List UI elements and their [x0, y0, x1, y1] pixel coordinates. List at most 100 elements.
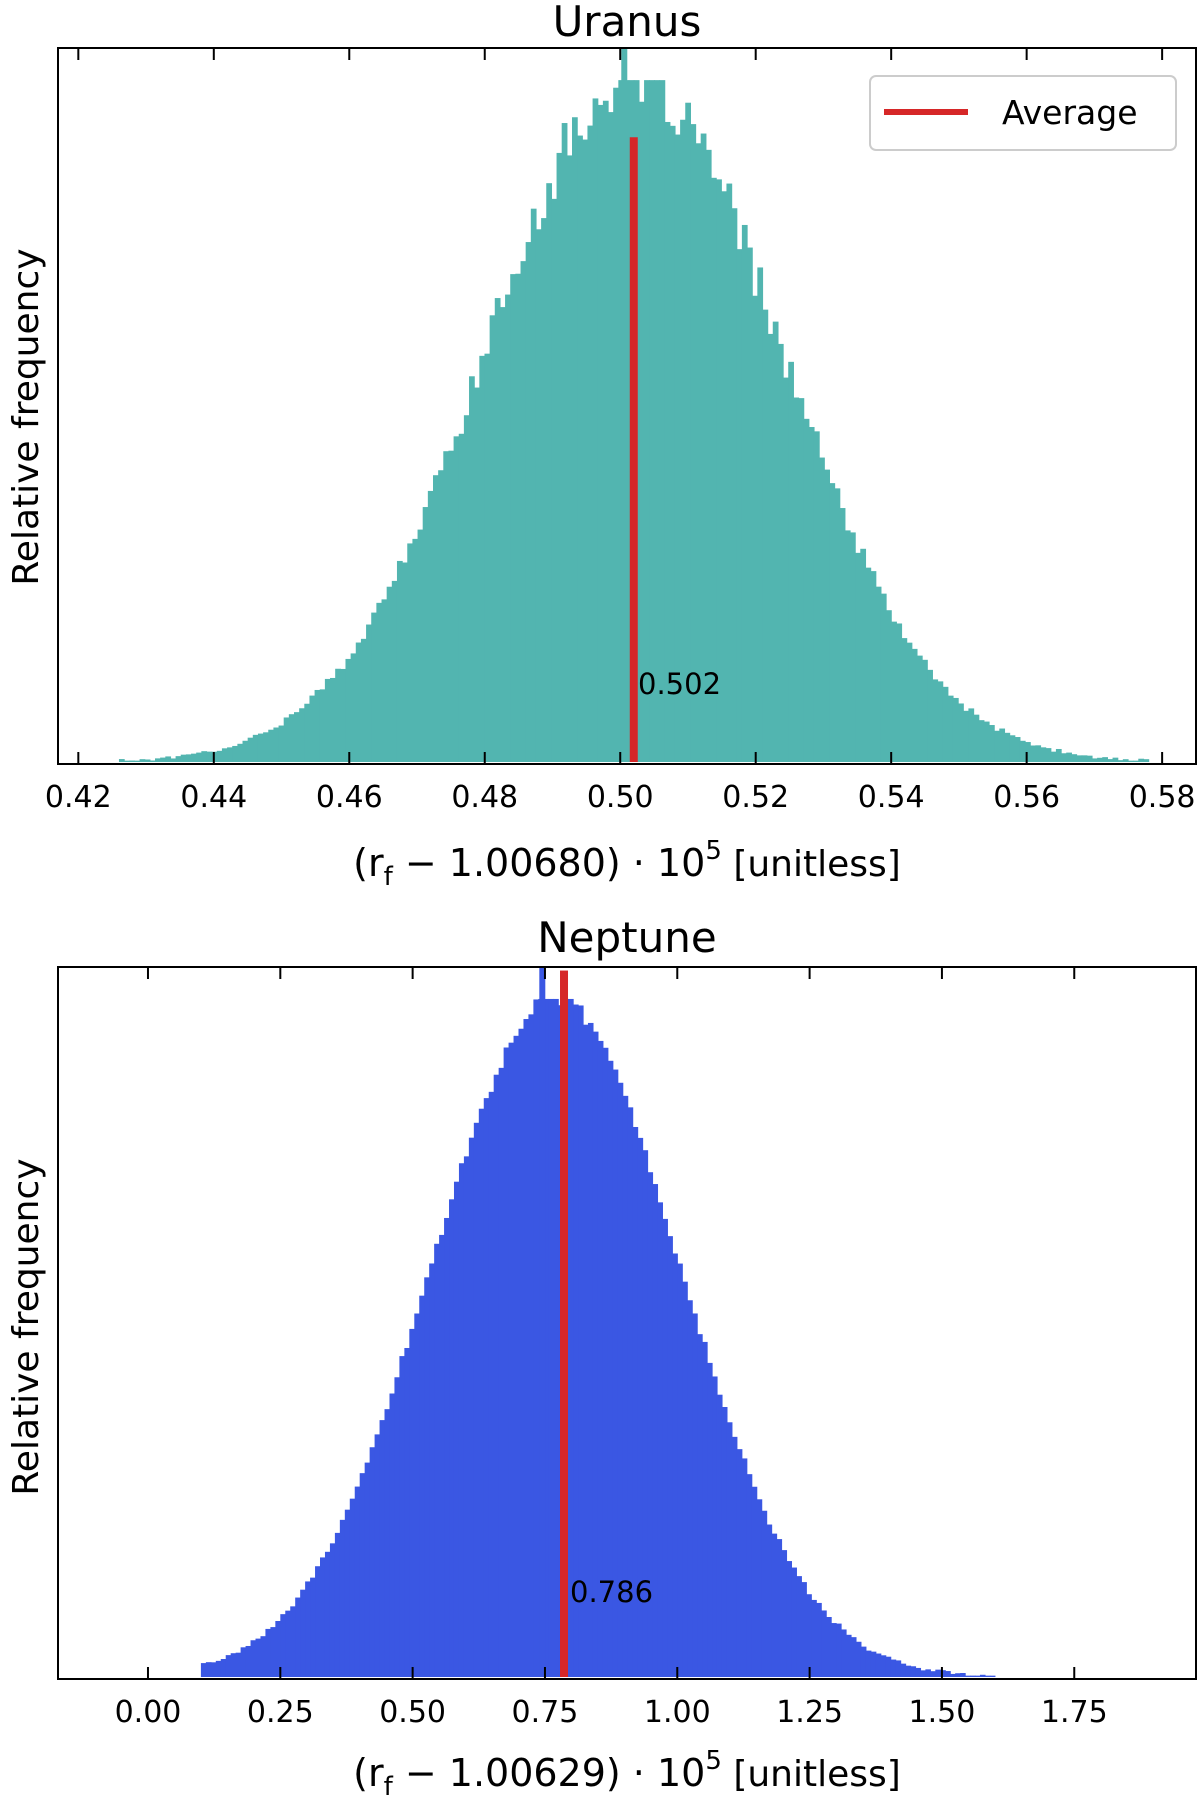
xlabel-part-2: − 1.00680) · 10 — [393, 841, 706, 885]
histogram-bar — [422, 507, 429, 762]
histogram-bar — [424, 1277, 430, 1677]
legend-box — [869, 75, 1177, 151]
histogram-bar — [973, 714, 980, 762]
histogram-bar — [788, 361, 794, 762]
histogram-bar — [118, 759, 125, 762]
histogram-bar — [1050, 751, 1057, 762]
histogram-bar — [149, 760, 156, 762]
histogram-bar — [237, 743, 244, 762]
histogram-bar — [705, 149, 712, 763]
histogram-bar — [427, 490, 434, 762]
histogram-bar — [781, 1550, 788, 1677]
histogram-bar — [592, 1031, 599, 1677]
histogram-bar — [906, 642, 913, 762]
histogram-bar — [824, 469, 830, 762]
histogram-bar — [280, 1614, 286, 1677]
histogram-bar — [649, 80, 655, 762]
histogram-bar — [533, 999, 539, 1677]
x-tick-label: 1.75 — [1041, 1695, 1108, 1730]
histogram-bar — [697, 1334, 703, 1677]
histogram-bar — [798, 398, 805, 762]
histogram-bar — [587, 1022, 594, 1677]
histogram-bar — [945, 1671, 951, 1677]
histogram-bar — [915, 1667, 922, 1677]
histogram-peak-bar — [539, 968, 546, 1677]
histogram-bar — [449, 1199, 455, 1677]
histogram-bar — [371, 612, 377, 762]
histogram-bar — [402, 562, 408, 762]
chart-title: Uranus — [553, 0, 702, 46]
histogram-bar — [376, 602, 383, 762]
histogram-bar — [458, 433, 465, 762]
uranus-panel: Uranus Relative frequency 0.42 0.44 0.46 0.… — [6, 0, 1197, 892]
histogram-bar — [870, 1651, 877, 1677]
histogram-bar — [819, 457, 825, 762]
histogram-bar — [215, 1660, 222, 1677]
x-ticks: 0.42 0.44 0.46 0.48 0.50 0.52 0.54 0.56 0.58 — [45, 48, 1196, 815]
histogram-bar — [682, 1281, 688, 1677]
histogram-bar — [305, 1581, 311, 1677]
x-tick-label: 0.58 — [1129, 780, 1196, 815]
histogram-bars — [118, 49, 1150, 763]
x-tick-label: 0.25 — [247, 1695, 314, 1730]
histogram-bar — [180, 754, 187, 762]
histogram-bar — [285, 1610, 291, 1677]
histogram-bar — [747, 247, 753, 763]
histogram-bar — [227, 747, 233, 762]
histogram-bar — [975, 1675, 981, 1677]
histogram-bar — [1061, 753, 1067, 762]
histogram-bar — [444, 1217, 450, 1677]
histogram-bar — [339, 1519, 346, 1677]
histogram-bar — [499, 307, 506, 762]
histogram-bar — [777, 343, 784, 762]
histogram-bar — [1066, 752, 1072, 762]
histogram-bar — [680, 119, 686, 762]
histogram-bar — [1045, 748, 1052, 762]
histogram-bar — [968, 708, 975, 762]
histogram-bar — [664, 121, 671, 763]
histogram-bar — [654, 80, 661, 762]
histogram-bar — [950, 1673, 956, 1677]
histogram-bar — [283, 717, 290, 762]
histogram-bar — [448, 450, 455, 762]
histogram-bar — [270, 1627, 276, 1677]
histogram-bar — [386, 586, 393, 762]
histogram-bar — [1107, 759, 1114, 762]
histogram-bar — [1035, 745, 1042, 762]
histogram-bar — [1025, 742, 1031, 762]
histogram-bar — [1081, 755, 1088, 762]
histogram-bar — [801, 1582, 807, 1677]
histogram-bar — [288, 714, 295, 762]
histogram-bar — [528, 1014, 534, 1677]
histogram-bar — [304, 703, 311, 762]
histogram-bar — [865, 1650, 872, 1677]
histogram-bar — [473, 1122, 480, 1677]
histogram-bar — [622, 1095, 629, 1677]
plot-frame — [57, 966, 1197, 1680]
histogram-bar — [771, 1533, 778, 1677]
histogram-bar — [1055, 748, 1062, 762]
histogram-bar — [155, 758, 161, 762]
histogram-bar — [349, 1498, 356, 1677]
histogram-bar — [535, 229, 542, 762]
x-tick-label: 1.00 — [644, 1695, 711, 1730]
histogram-bar — [299, 708, 305, 762]
histogram-bar — [503, 1047, 510, 1677]
histogram-bar — [391, 580, 398, 762]
x-tick-label: 0.42 — [45, 780, 112, 815]
histogram-bar — [206, 751, 213, 762]
legend-average-label: Average — [1002, 93, 1138, 132]
histogram-bars — [200, 968, 996, 1677]
histogram-bar — [573, 1004, 579, 1677]
x-tick-label: 0.44 — [180, 780, 247, 815]
histogram-bar — [1127, 760, 1134, 762]
histogram-bar — [513, 1035, 520, 1677]
histogram-bar — [886, 610, 892, 762]
x-tick-label: 1.50 — [909, 1695, 976, 1730]
histogram-bar — [1086, 755, 1093, 762]
histogram-bar — [900, 1663, 907, 1677]
x-tick-label: 0.46 — [316, 780, 383, 815]
histogram-bar — [983, 721, 990, 762]
histogram-bar — [252, 734, 259, 762]
